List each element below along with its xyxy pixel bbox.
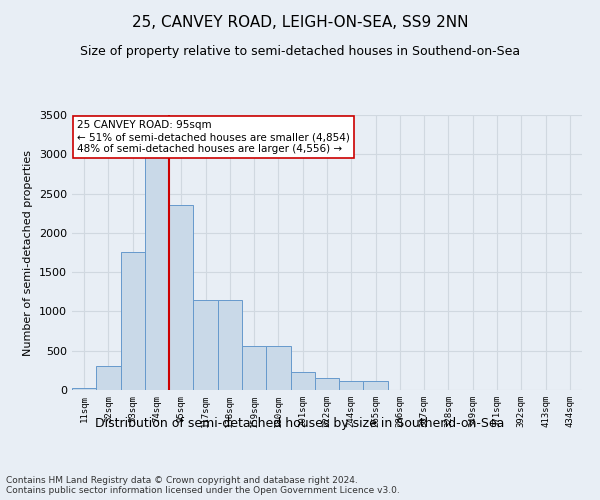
Bar [364,381,388,390]
Text: 25 CANVEY ROAD: 95sqm
← 51% of semi-detached houses are smaller (4,854)
48% of s: 25 CANVEY ROAD: 95sqm ← 51% of semi-deta… [77,120,350,154]
Bar [96,366,121,390]
Text: 25, CANVEY ROAD, LEIGH-ON-SEA, SS9 2NN: 25, CANVEY ROAD, LEIGH-ON-SEA, SS9 2NN [132,15,468,30]
Bar [72,388,96,390]
Bar [193,300,218,390]
Bar [242,346,266,390]
Bar [266,346,290,390]
Bar [218,300,242,390]
Bar [315,378,339,390]
Bar [290,372,315,390]
Bar [121,252,145,390]
Text: Distribution of semi-detached houses by size in Southend-on-Sea: Distribution of semi-detached houses by … [95,418,505,430]
Bar [145,146,169,390]
Y-axis label: Number of semi-detached properties: Number of semi-detached properties [23,150,34,356]
Text: Contains HM Land Registry data © Crown copyright and database right 2024.
Contai: Contains HM Land Registry data © Crown c… [6,476,400,495]
Bar [339,380,364,390]
Bar [169,206,193,390]
Text: Size of property relative to semi-detached houses in Southend-on-Sea: Size of property relative to semi-detach… [80,45,520,58]
